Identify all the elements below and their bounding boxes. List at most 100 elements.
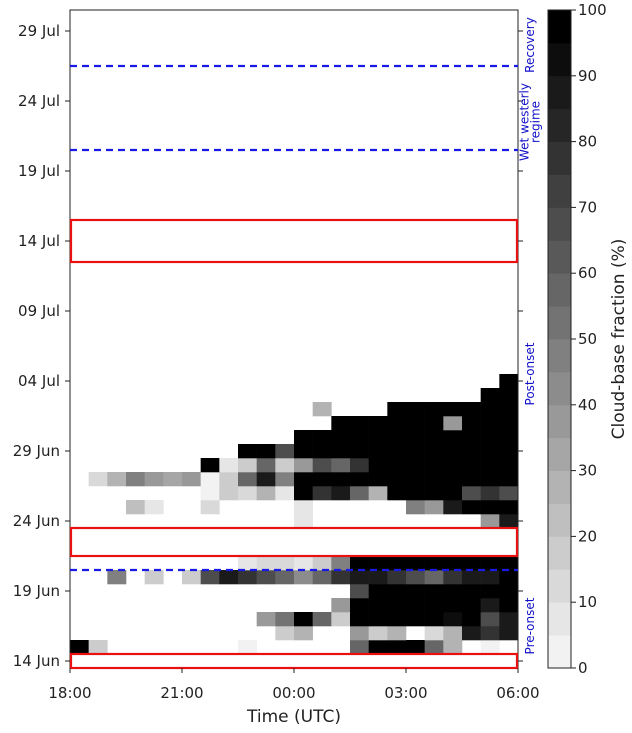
regime-boundary-lines — [70, 64, 518, 572]
heatmap-cell — [499, 626, 519, 641]
heatmap-cell — [480, 626, 500, 641]
heatmap-cell — [350, 458, 369, 473]
colorbar-segment — [548, 470, 571, 504]
heatmap-cell — [200, 486, 220, 501]
heatmap-cell — [368, 570, 388, 585]
heatmap-cell — [331, 416, 351, 431]
heatmap-cell — [219, 486, 239, 501]
heatmap-cell — [443, 500, 463, 515]
heatmap-cell — [275, 556, 295, 571]
heatmap-cell — [368, 486, 388, 501]
heatmap-cell — [331, 486, 351, 501]
heatmap-cell — [499, 570, 519, 585]
colorbar-segment — [548, 10, 571, 44]
heatmap-cell — [443, 430, 463, 445]
missing-data-box — [69, 218, 519, 264]
colorbar-segment — [548, 602, 571, 636]
heatmap-cell — [368, 472, 388, 487]
heatmap-cell — [350, 598, 369, 613]
colorbar-tick-label: 80 — [578, 133, 597, 151]
heatmap-cell — [387, 570, 407, 585]
heatmap-cell — [499, 472, 519, 487]
x-tick-label: 18:00 — [48, 684, 91, 702]
heatmap-cell — [480, 612, 500, 627]
heatmap-cell — [443, 612, 463, 627]
heatmap-cell — [480, 472, 500, 487]
regime-label-recovery: Recovery — [523, 17, 537, 73]
heatmap-cell — [275, 626, 295, 641]
heatmap-cell — [312, 444, 332, 459]
colorbar-segment — [548, 404, 571, 439]
heatmap-cell — [350, 416, 369, 431]
heatmap-cell — [126, 472, 145, 487]
heatmap-cell — [499, 402, 519, 417]
heatmap-cell — [406, 612, 425, 627]
heatmap-cell — [275, 458, 295, 473]
heatmap-cell — [312, 570, 332, 585]
colorbar: 0 10 20 30 40 50 60 70 80 90 100 — [547, 1, 607, 677]
heatmap-cell — [350, 444, 369, 459]
heatmap-cell — [424, 486, 444, 501]
heatmap-cell — [368, 640, 388, 655]
heatmap-cell — [424, 640, 444, 655]
colorbar-tick-label: 60 — [578, 264, 597, 282]
heatmap-cell — [443, 416, 463, 431]
heatmap-cell — [275, 444, 295, 459]
heatmap-cell — [406, 416, 425, 431]
colorbar-tick-label: 10 — [578, 593, 597, 611]
heatmap-cell — [480, 640, 500, 655]
heatmap-cell — [424, 612, 444, 627]
colorbar-tick-label: 70 — [578, 198, 597, 216]
heatmap-cell — [331, 598, 351, 613]
heatmap-cell — [256, 444, 276, 459]
y-axis: 14 Jun 19 Jun 24 Jun 29 Jun 04 Jul 09 Jul 14 J… — [13, 22, 523, 670]
colorbar-segment — [548, 108, 571, 142]
heatmap-cell — [368, 598, 388, 613]
heatmap-cell — [294, 472, 313, 487]
heatmap-cell — [294, 444, 313, 459]
y-tick-label: 29 Jun — [13, 442, 60, 460]
heatmap-cell — [480, 444, 500, 459]
heatmap-cell — [424, 570, 444, 585]
heatmap-cell — [88, 640, 108, 655]
y-tick-label: 24 Jun — [13, 512, 60, 530]
heatmap-cell — [387, 556, 407, 571]
heatmap-cell — [462, 486, 481, 501]
heatmap-cell — [480, 570, 500, 585]
heatmap-cell — [424, 416, 444, 431]
heatmap-cell — [499, 388, 519, 403]
regime-label-post: Post-onset — [523, 342, 537, 405]
heatmap-cell — [368, 430, 388, 445]
heatmap-cell — [294, 486, 313, 501]
heatmap-cell — [387, 486, 407, 501]
heatmap-cell — [275, 486, 295, 501]
heatmap-cell — [499, 430, 519, 445]
heatmap-cell — [387, 416, 407, 431]
heatmap-cell — [443, 458, 463, 473]
heatmap-cell — [350, 472, 369, 487]
heatmap-cell — [368, 556, 388, 571]
heatmap-cell — [238, 444, 257, 459]
heatmap-cell — [312, 402, 332, 417]
colorbar-tick-label: 20 — [578, 527, 597, 545]
x-tick-label: 21:00 — [160, 684, 203, 702]
heatmap-cell — [331, 444, 351, 459]
heatmap-cell — [350, 584, 369, 599]
heatmap-cell — [238, 556, 257, 571]
colorbar-segment — [548, 75, 571, 110]
heatmap-cell — [219, 458, 239, 473]
heatmap-cell — [331, 472, 351, 487]
heatmap-cell — [107, 472, 127, 487]
heatmap-cell — [387, 472, 407, 487]
heatmap-cell — [256, 486, 276, 501]
regime-label-pre: Pre-onset — [523, 597, 537, 654]
heatmap-cell — [480, 486, 500, 501]
heatmap-cell — [350, 640, 369, 655]
heatmap-cell — [256, 556, 276, 571]
heatmap-cell — [312, 556, 332, 571]
heatmap-cell — [443, 640, 463, 655]
heatmap-cell — [499, 612, 519, 627]
heatmap-cell — [424, 458, 444, 473]
heatmap-cell — [462, 612, 481, 627]
